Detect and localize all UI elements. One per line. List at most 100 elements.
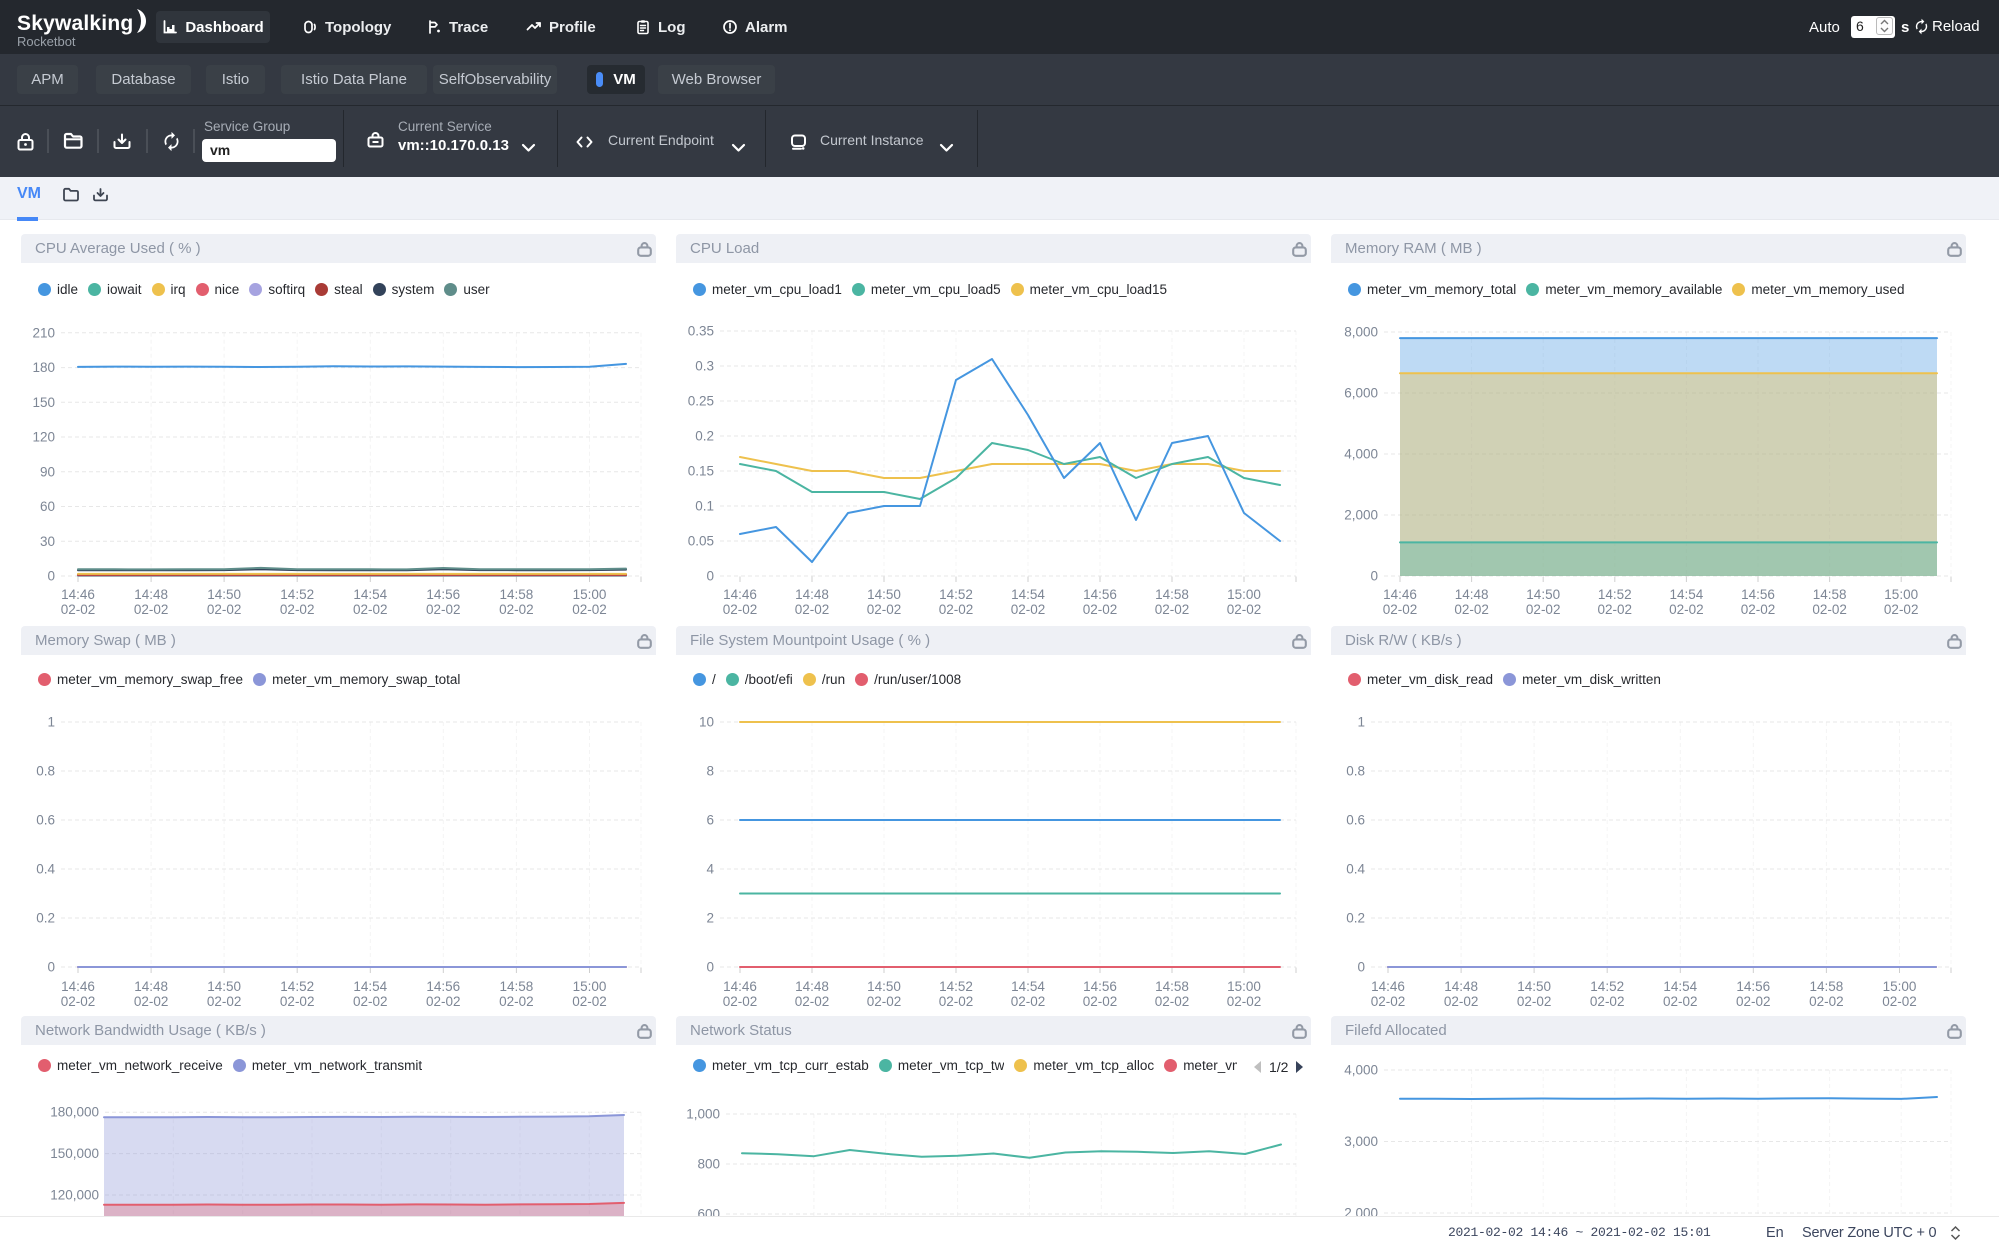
svg-text:1: 1 (47, 715, 55, 730)
svg-text:14:56: 14:56 (1083, 587, 1117, 602)
svg-text:14:52: 14:52 (1590, 979, 1624, 994)
svg-text:14:50: 14:50 (1517, 979, 1551, 994)
svg-text:14:48: 14:48 (1455, 587, 1489, 602)
svg-text:02-02: 02-02 (1383, 602, 1418, 617)
svg-text:02-02: 02-02 (353, 602, 388, 617)
svg-text:02-02: 02-02 (1371, 994, 1406, 1009)
svg-text:14:58: 14:58 (1155, 979, 1189, 994)
svg-text:02-02: 02-02 (499, 602, 534, 617)
svg-text:02-02: 02-02 (1812, 602, 1847, 617)
svg-text:0.8: 0.8 (1346, 764, 1365, 779)
svg-text:0.15: 0.15 (688, 464, 714, 479)
svg-text:0.6: 0.6 (1346, 813, 1365, 828)
svg-text:120: 120 (32, 430, 55, 445)
svg-text:02-02: 02-02 (1227, 994, 1262, 1009)
svg-text:02-02: 02-02 (1155, 994, 1190, 1009)
svg-text:14:58: 14:58 (1155, 587, 1189, 602)
svg-text:02-02: 02-02 (1809, 994, 1844, 1009)
svg-text:1,000: 1,000 (686, 1107, 720, 1122)
svg-text:02-02: 02-02 (61, 994, 96, 1009)
svg-text:15:00: 15:00 (1227, 979, 1261, 994)
svg-text:14:54: 14:54 (1011, 587, 1045, 602)
svg-text:6,000: 6,000 (1344, 386, 1378, 401)
svg-text:14:54: 14:54 (1011, 979, 1045, 994)
svg-text:02-02: 02-02 (1083, 602, 1118, 617)
svg-text:0.3: 0.3 (695, 359, 714, 374)
svg-text:30: 30 (40, 534, 55, 549)
svg-text:0.2: 0.2 (1346, 911, 1365, 926)
svg-text:0.4: 0.4 (36, 862, 55, 877)
svg-text:14:56: 14:56 (426, 979, 460, 994)
svg-text:150,000: 150,000 (50, 1146, 99, 1161)
svg-text:02-02: 02-02 (353, 994, 388, 1009)
svg-text:14:54: 14:54 (1663, 979, 1697, 994)
svg-text:02-02: 02-02 (723, 602, 758, 617)
svg-text:14:50: 14:50 (207, 979, 241, 994)
svg-text:2: 2 (706, 911, 714, 926)
svg-text:0: 0 (47, 960, 55, 975)
svg-text:14:50: 14:50 (207, 587, 241, 602)
svg-text:14:46: 14:46 (61, 587, 95, 602)
svg-text:15:00: 15:00 (573, 587, 607, 602)
svg-text:14:56: 14:56 (1741, 587, 1775, 602)
svg-text:14:58: 14:58 (500, 587, 534, 602)
svg-text:14:56: 14:56 (1083, 979, 1117, 994)
svg-text:2,000: 2,000 (1344, 1206, 1378, 1217)
svg-text:60: 60 (40, 499, 55, 514)
svg-text:14:52: 14:52 (280, 587, 314, 602)
svg-text:15:00: 15:00 (573, 979, 607, 994)
svg-text:02-02: 02-02 (939, 602, 974, 617)
svg-text:02-02: 02-02 (499, 994, 534, 1009)
svg-text:6: 6 (706, 813, 714, 828)
svg-text:3,000: 3,000 (1344, 1134, 1378, 1149)
svg-text:0: 0 (47, 569, 55, 584)
svg-text:14:52: 14:52 (280, 979, 314, 994)
svg-text:14:46: 14:46 (723, 979, 757, 994)
svg-text:02-02: 02-02 (1736, 994, 1771, 1009)
svg-text:0: 0 (706, 960, 714, 975)
svg-text:0.4: 0.4 (1346, 862, 1365, 877)
svg-text:14:48: 14:48 (795, 587, 829, 602)
svg-text:15:00: 15:00 (1884, 587, 1918, 602)
svg-text:1: 1 (1357, 715, 1365, 730)
svg-text:02-02: 02-02 (1663, 994, 1698, 1009)
svg-text:02-02: 02-02 (572, 602, 607, 617)
svg-text:02-02: 02-02 (134, 994, 169, 1009)
svg-text:02-02: 02-02 (426, 994, 461, 1009)
svg-text:02-02: 02-02 (795, 602, 830, 617)
svg-text:8: 8 (706, 764, 714, 779)
svg-text:14:48: 14:48 (1444, 979, 1478, 994)
svg-text:210: 210 (32, 325, 55, 340)
svg-text:02-02: 02-02 (1011, 602, 1046, 617)
svg-text:14:56: 14:56 (426, 587, 460, 602)
svg-text:14:54: 14:54 (353, 587, 387, 602)
svg-text:02-02: 02-02 (207, 994, 242, 1009)
svg-text:10: 10 (699, 715, 714, 730)
svg-text:02-02: 02-02 (1444, 994, 1479, 1009)
svg-text:14:58: 14:58 (1810, 979, 1844, 994)
svg-text:14:46: 14:46 (1371, 979, 1405, 994)
svg-text:02-02: 02-02 (1227, 602, 1262, 617)
svg-text:800: 800 (697, 1157, 720, 1172)
svg-text:180: 180 (32, 360, 55, 375)
svg-text:14:56: 14:56 (1736, 979, 1770, 994)
svg-text:02-02: 02-02 (1741, 602, 1776, 617)
svg-text:02-02: 02-02 (280, 602, 315, 617)
svg-text:2,000: 2,000 (1344, 508, 1378, 523)
svg-text:600: 600 (697, 1207, 720, 1217)
svg-text:02-02: 02-02 (207, 602, 242, 617)
svg-text:90: 90 (40, 464, 55, 479)
svg-text:14:54: 14:54 (1670, 587, 1704, 602)
svg-text:02-02: 02-02 (939, 994, 974, 1009)
svg-text:02-02: 02-02 (134, 602, 169, 617)
svg-text:02-02: 02-02 (1155, 602, 1190, 617)
svg-text:02-02: 02-02 (723, 994, 758, 1009)
svg-text:02-02: 02-02 (280, 994, 315, 1009)
svg-text:15:00: 15:00 (1883, 979, 1917, 994)
svg-text:02-02: 02-02 (1669, 602, 1704, 617)
svg-text:14:46: 14:46 (61, 979, 95, 994)
svg-text:02-02: 02-02 (1083, 994, 1118, 1009)
svg-text:14:52: 14:52 (939, 979, 973, 994)
svg-text:0.05: 0.05 (688, 534, 714, 549)
svg-text:14:50: 14:50 (867, 587, 901, 602)
